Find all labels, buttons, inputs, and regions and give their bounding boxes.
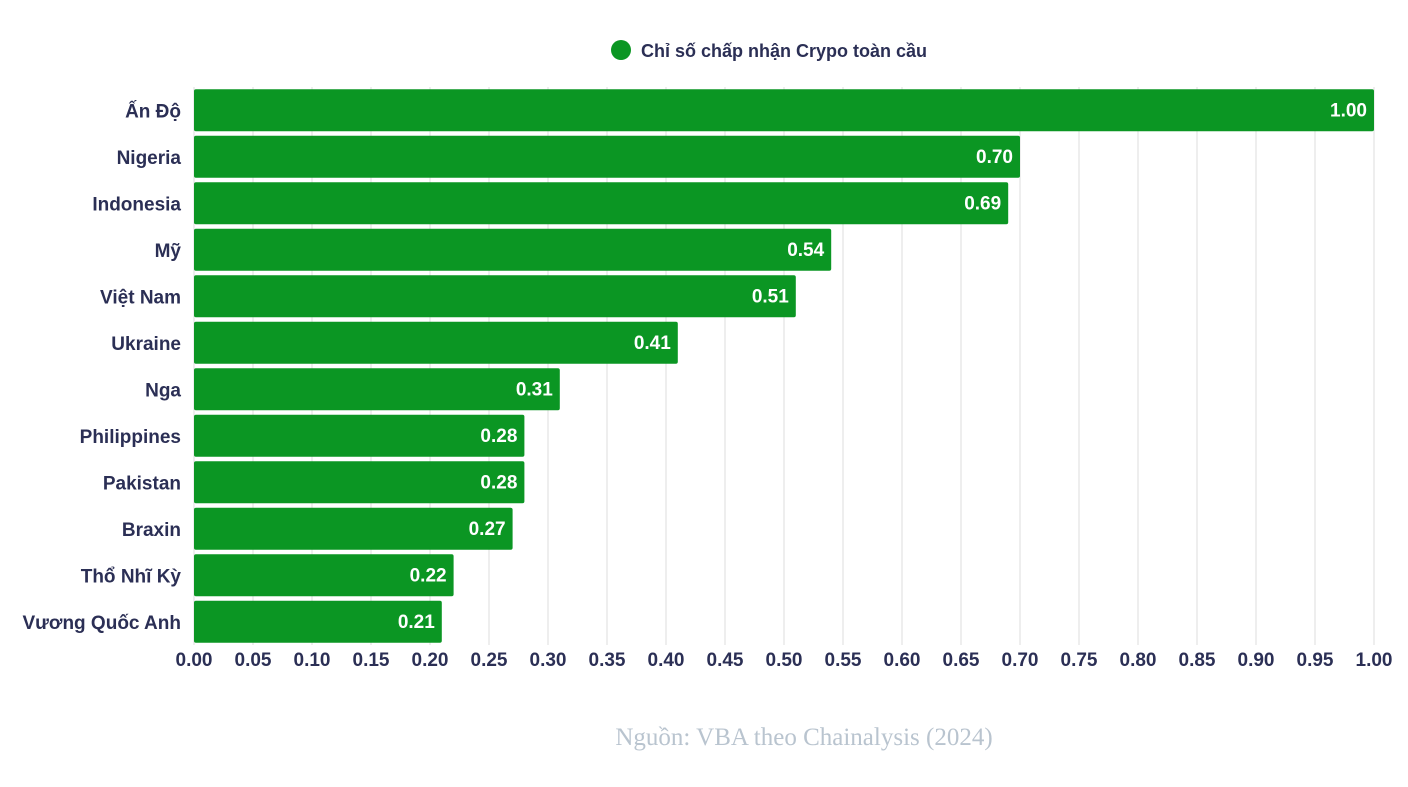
x-tick-label: 0.70 (1002, 650, 1039, 671)
x-tick-label: 0.25 (471, 650, 508, 671)
x-tick-label: 0.10 (294, 650, 331, 671)
bar[interactable] (194, 182, 1009, 225)
x-tick-label: 0.35 (589, 650, 626, 671)
x-tick-label: 0.80 (1120, 650, 1157, 671)
bar[interactable] (194, 135, 1020, 178)
category-label: Thổ Nhĩ Kỳ (81, 566, 182, 587)
bar[interactable] (194, 228, 832, 271)
x-tick-label: 0.30 (530, 650, 567, 671)
bar[interactable] (194, 368, 560, 411)
x-tick-label: 0.00 (176, 650, 213, 671)
category-label: Indonesia (92, 194, 181, 215)
bars (194, 89, 1374, 643)
x-tick-label: 0.50 (766, 650, 803, 671)
x-tick-label: 0.20 (412, 650, 449, 671)
bar[interactable] (194, 600, 442, 643)
bar[interactable] (194, 321, 678, 364)
gridlines (193, 87, 1375, 645)
data-label: 0.28 (480, 472, 517, 493)
bar[interactable] (194, 507, 513, 550)
bar[interactable] (194, 461, 525, 504)
data-label: 0.21 (398, 612, 435, 633)
category-label: Mỹ (155, 241, 182, 262)
category-label: Nga (145, 380, 181, 401)
data-label: 0.54 (787, 240, 824, 261)
x-tick-label: 0.75 (1061, 650, 1098, 671)
category-label: Philippines (80, 427, 181, 448)
data-label: 0.69 (964, 193, 1001, 214)
data-label: 0.41 (634, 333, 671, 354)
data-label: 0.27 (469, 519, 506, 540)
x-tick-label: 0.85 (1179, 650, 1216, 671)
data-label: 1.00 (1330, 100, 1367, 121)
category-label: Braxin (122, 520, 181, 541)
bar[interactable] (194, 414, 525, 457)
bar[interactable] (194, 554, 454, 597)
data-label: 0.51 (752, 286, 789, 307)
data-label: 0.70 (976, 147, 1013, 168)
x-tick-label: 0.05 (235, 650, 272, 671)
bar[interactable] (194, 275, 796, 318)
labels: 0.00 0.05 0.10 0.15 0.20 0.25 0.30 0.35 0.40 0.45… (23, 100, 1393, 671)
category-label: Vương Quốc Anh (23, 613, 182, 634)
category-label: Ấn Độ (125, 100, 181, 122)
x-tick-label: 0.40 (648, 650, 685, 671)
category-label: Việt Nam (100, 287, 181, 308)
x-tick-label: 0.55 (825, 650, 862, 671)
category-label: Ukraine (111, 334, 181, 355)
source-note: Nguồn: VBA theo Chainalysis (2024) (615, 724, 992, 751)
x-tick-label: 0.95 (1297, 650, 1334, 671)
legend[interactable]: Chỉ số chấp nhận Crypo toàn cầu (611, 40, 927, 61)
x-tick-label: 0.65 (943, 650, 980, 671)
x-tick-label: 1.00 (1356, 650, 1393, 671)
x-tick-label: 0.45 (707, 650, 744, 671)
category-label: Nigeria (117, 148, 182, 169)
data-label: 0.31 (516, 379, 553, 400)
legend-marker (611, 40, 631, 60)
data-label: 0.22 (410, 565, 447, 586)
legend-label: Chỉ số chấp nhận Crypo toàn cầu (641, 41, 927, 61)
category-label: Pakistan (103, 473, 181, 494)
bar[interactable] (194, 89, 1374, 132)
x-tick-label: 0.60 (884, 650, 921, 671)
x-tick-label: 0.90 (1238, 650, 1275, 671)
x-tick-label: 0.15 (353, 650, 390, 671)
data-label: 0.28 (480, 426, 517, 447)
